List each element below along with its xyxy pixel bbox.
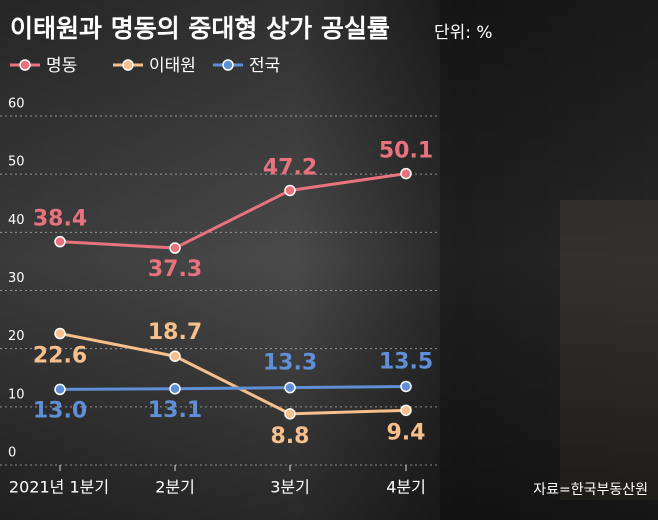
data-label: 13.1 (148, 398, 202, 423)
data-point (284, 408, 296, 420)
data-label: 13.5 (379, 349, 433, 374)
chart-title: 이태원과 명동의 중대형 상가 공실률 (10, 14, 390, 43)
legend-marker (222, 59, 234, 71)
x-tick-label: 3분기 (270, 478, 310, 497)
series-line (59, 172, 407, 250)
data-label: 13.0 (33, 398, 87, 423)
data-point (400, 380, 412, 393)
data-label: 22.6 (33, 344, 87, 369)
data-label: 47.2 (263, 155, 317, 180)
legend-marker (19, 59, 31, 71)
data-point (54, 383, 66, 396)
chart-subtitle: 단위: % (434, 23, 493, 43)
data-label: 9.4 (387, 420, 426, 445)
legend-label: 명동 (46, 56, 77, 76)
data-point (400, 167, 412, 180)
y-tick-label: 40 (8, 213, 25, 228)
y-tick-label: 10 (8, 387, 25, 402)
data-label: 50.1 (379, 139, 433, 164)
data-label: 18.7 (148, 320, 202, 345)
data-label: 37.3 (148, 257, 202, 282)
series-line (59, 384, 407, 391)
legend-label: 전국 (249, 56, 280, 76)
x-tick-label: 2분기 (155, 478, 195, 497)
data-point (54, 327, 66, 340)
y-tick-label: 20 (8, 329, 25, 344)
y-tick-label: 0 (8, 446, 16, 461)
y-tick-label: 50 (8, 155, 25, 170)
data-point (284, 381, 296, 394)
data-point (169, 350, 181, 362)
data-point (169, 242, 181, 254)
data-label: 13.3 (263, 351, 317, 376)
data-point (169, 383, 181, 395)
x-tick-label: 4분기 (386, 478, 426, 497)
data-point (54, 235, 66, 248)
x-tick-label: 2021년 1분기 (9, 478, 109, 497)
y-tick-label: 30 (8, 271, 25, 286)
legend-label: 이태원 (149, 56, 196, 76)
series-line (59, 332, 407, 416)
data-label: 38.4 (33, 207, 87, 232)
legend-marker (122, 59, 134, 71)
y-tick-label: 60 (8, 97, 25, 112)
data-point (400, 404, 412, 417)
data-label: 8.8 (271, 424, 310, 449)
data-point (284, 184, 296, 197)
source: 자료=한국부동산원 (533, 482, 648, 498)
